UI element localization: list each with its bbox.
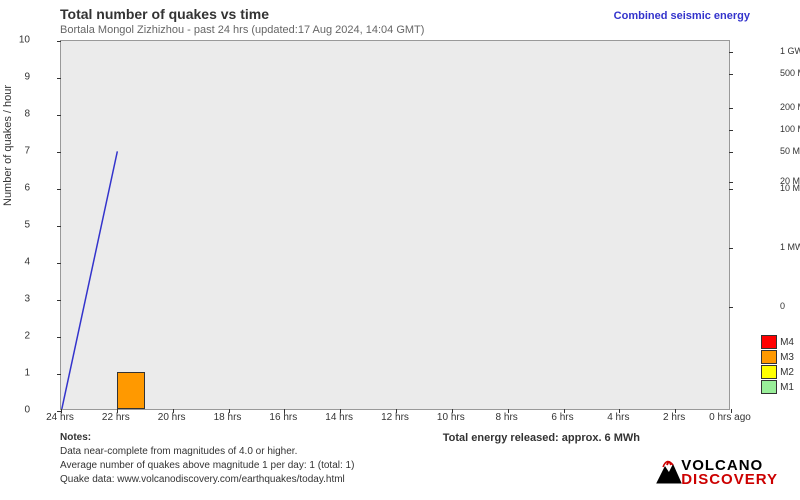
y-tick-label: 4 <box>5 257 30 268</box>
seismic-chart: Total number of quakes vs time Bortala M… <box>0 0 800 500</box>
x-tick-label: 6 hrs <box>551 412 573 423</box>
legend-label: M3 <box>780 352 794 363</box>
y-tick-label: 3 <box>5 294 30 305</box>
x-tick-label: 4 hrs <box>607 412 629 423</box>
x-tick-label: 2 hrs <box>663 412 685 423</box>
y-tick-label: 8 <box>5 109 30 120</box>
x-tick-label: 18 hrs <box>214 412 242 423</box>
y-right-tick-label: 10 MWh <box>780 183 800 193</box>
y-tick-label: 2 <box>5 331 30 342</box>
logo-line2: DISCOVERY <box>681 473 778 487</box>
notes-line: Average number of quakes above magnitude… <box>60 460 354 471</box>
x-tick-label: 10 hrs <box>437 412 465 423</box>
y-tick-label: 7 <box>5 146 30 157</box>
x-tick-label: 24 hrs <box>46 412 74 423</box>
x-tick-label: 16 hrs <box>269 412 297 423</box>
legend-swatch <box>761 365 777 379</box>
legend-label: M2 <box>780 367 794 378</box>
volcano-icon <box>653 455 685 487</box>
y-right-tick-label: 50 MWh <box>780 146 800 156</box>
plot-area <box>60 40 730 410</box>
y-right-tick-label: 0 <box>780 301 785 311</box>
energy-line <box>61 41 729 409</box>
legend-swatch <box>761 380 777 394</box>
legend-label: M1 <box>780 382 794 393</box>
chart-title: Total number of quakes vs time <box>60 6 269 22</box>
y-tick-label: 5 <box>5 220 30 231</box>
y-tick-label: 10 <box>5 35 30 46</box>
y-right-tick-label: 200 MWh <box>780 102 800 112</box>
y-tick-label: 9 <box>5 72 30 83</box>
legend-item: M2 <box>761 365 794 379</box>
y-tick-label: 6 <box>5 183 30 194</box>
chart-subtitle: Bortala Mongol Zizhizhou - past 24 hrs (… <box>60 24 424 36</box>
magnitude-legend: M4 M3 M2 M1 <box>761 335 794 395</box>
legend-item: M1 <box>761 380 794 394</box>
x-tick-label: 22 hrs <box>102 412 130 423</box>
legend-item: M4 <box>761 335 794 349</box>
y-right-tick-label: 1 GWh <box>780 46 800 56</box>
y-right-tick-label: 1 MWh <box>780 242 800 252</box>
legend-item: M3 <box>761 350 794 364</box>
notes-line: Quake data: www.volcanodiscovery.com/ear… <box>60 474 345 485</box>
y-right-tick-label: 100 MWh <box>780 124 800 134</box>
x-tick-label: 20 hrs <box>158 412 186 423</box>
energy-axis-label: Combined seismic energy <box>614 10 750 22</box>
notes-title: Notes: <box>60 432 91 443</box>
quake-bar <box>117 372 145 409</box>
x-tick-label: 0 hrs ago <box>709 412 751 423</box>
notes-line: Data near-complete from magnitudes of 4.… <box>60 446 297 457</box>
x-tick-label: 14 hrs <box>325 412 353 423</box>
volcano-discovery-logo: VOLCANO DISCOVERY <box>681 459 778 486</box>
legend-swatch <box>761 350 777 364</box>
y-tick-label: 1 <box>5 368 30 379</box>
total-energy-text: Total energy released: approx. 6 MWh <box>443 432 640 444</box>
x-tick-label: 12 hrs <box>381 412 409 423</box>
y-right-tick-label: 500 MWh <box>780 68 800 78</box>
y-tick-label: 0 <box>5 405 30 416</box>
legend-label: M4 <box>780 337 794 348</box>
legend-swatch <box>761 335 777 349</box>
x-tick-label: 8 hrs <box>496 412 518 423</box>
